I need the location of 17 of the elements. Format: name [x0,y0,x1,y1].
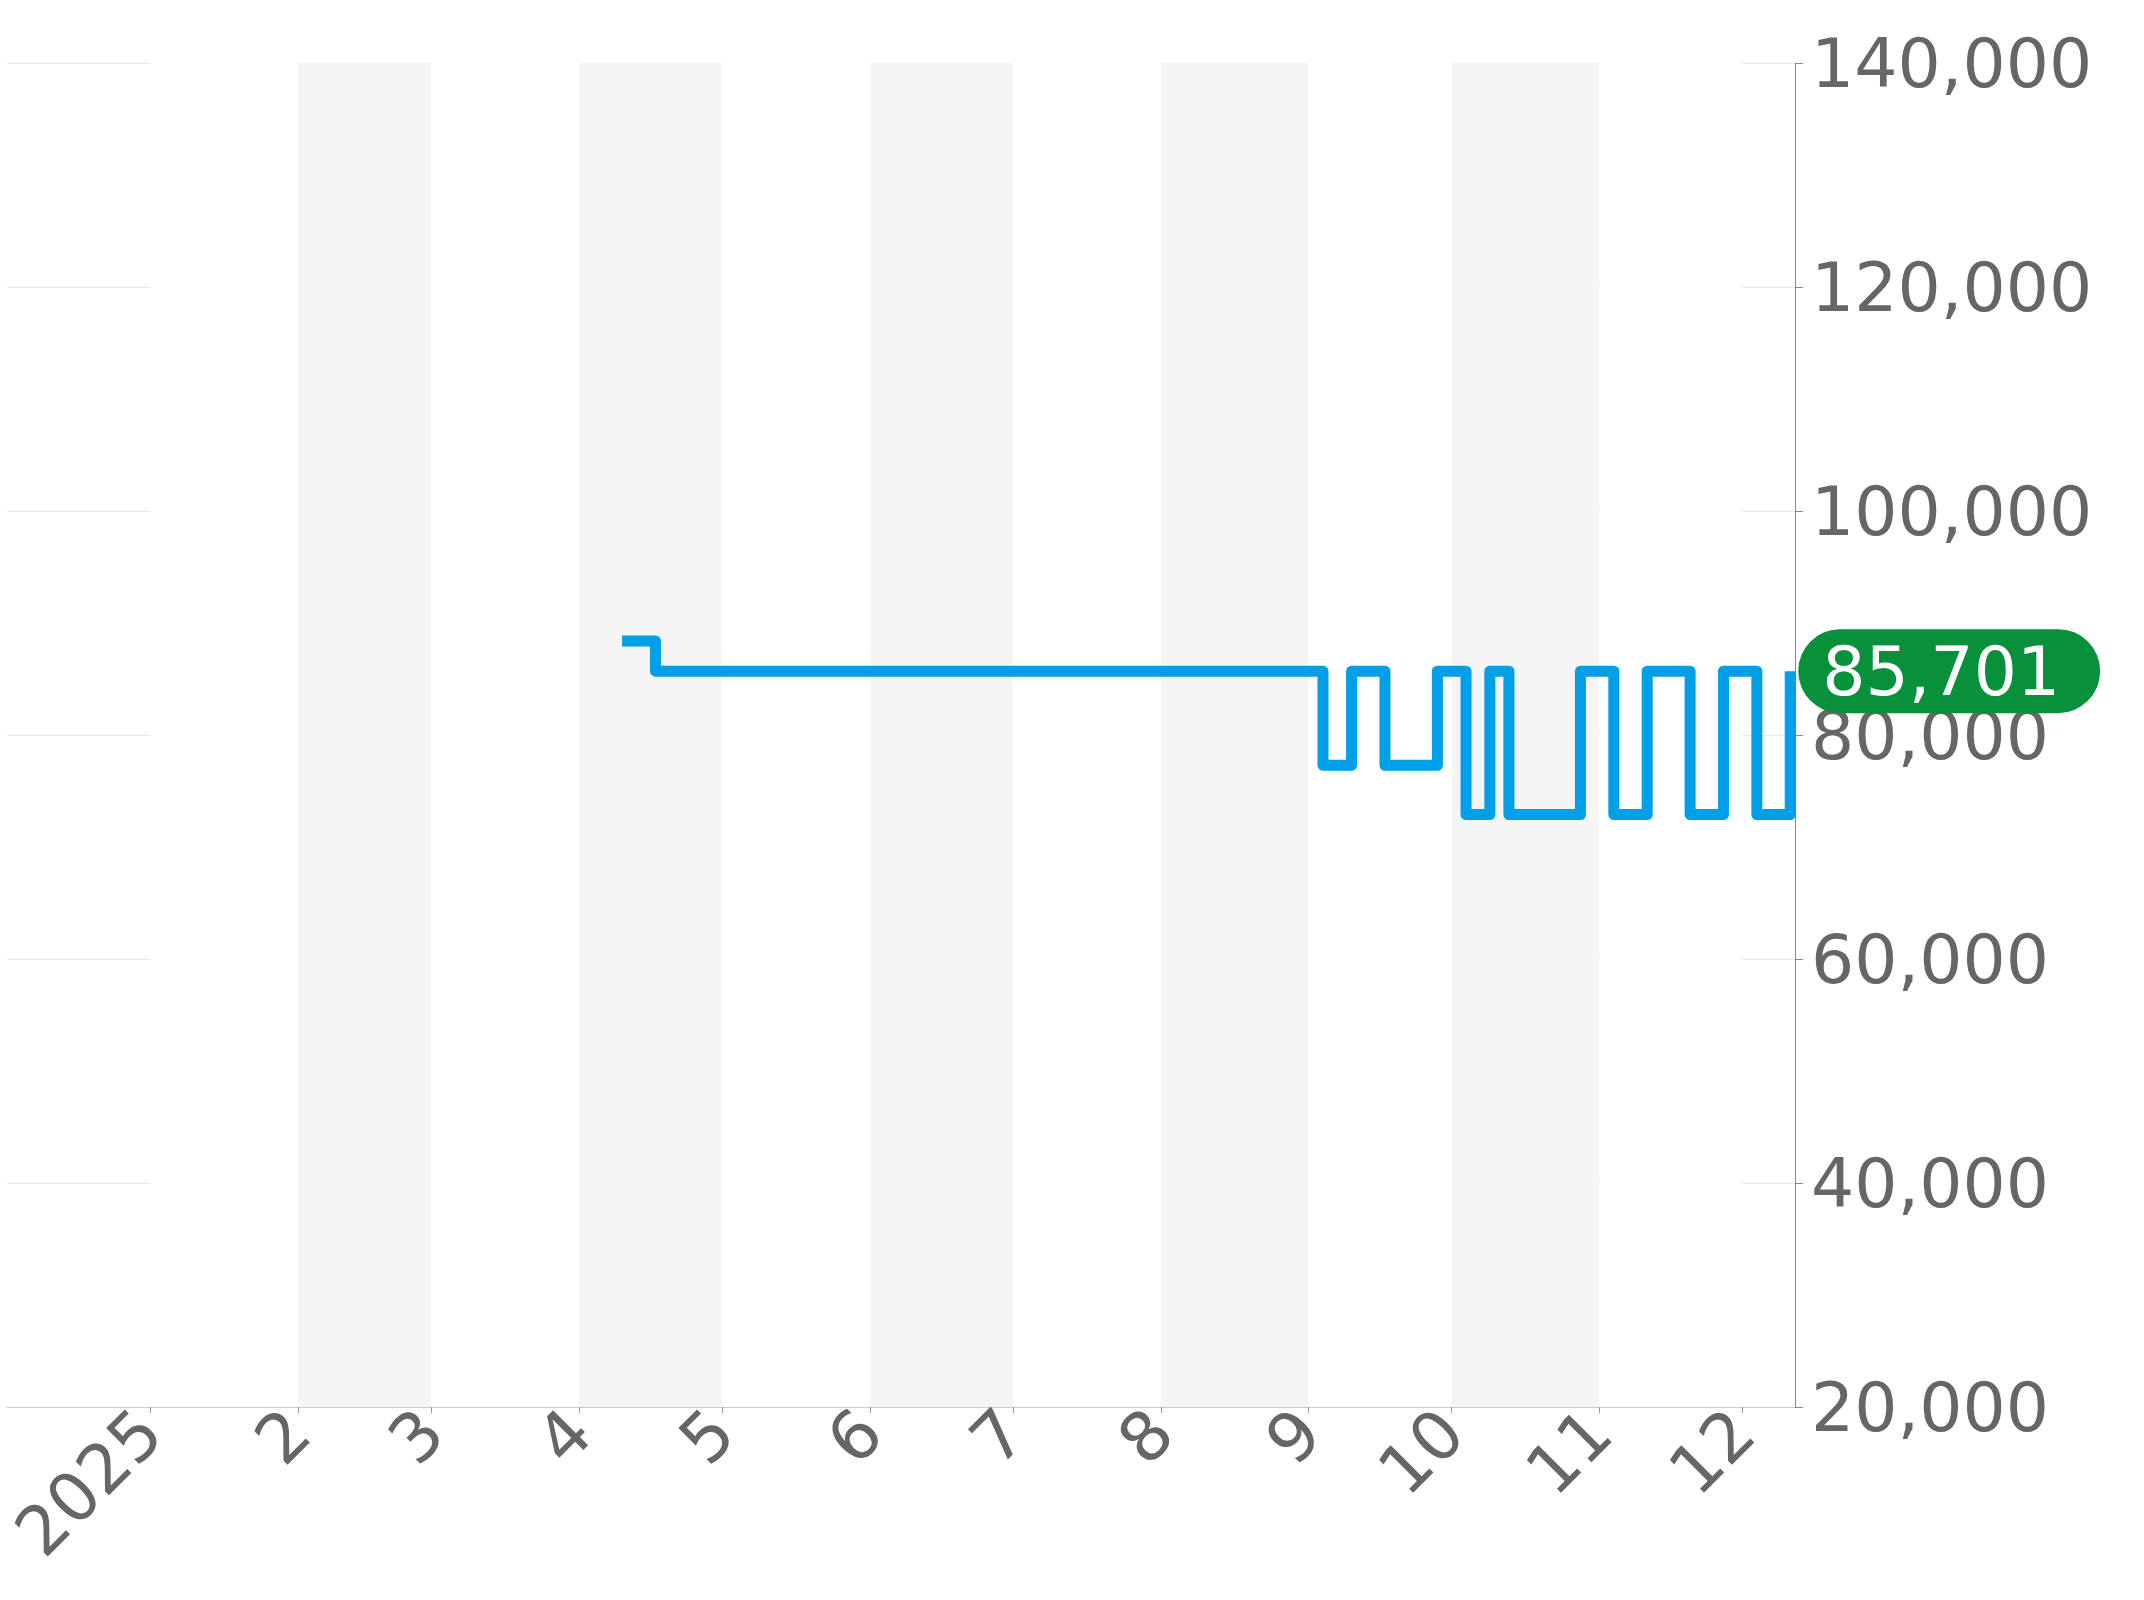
y-tick-label: 140,000 [1811,23,2093,103]
x-tick-label: 11 [1510,1393,1628,1511]
x-tick-label: 12 [1653,1393,1771,1511]
y-tick-label: 60,000 [1811,919,2049,999]
y-tick-label: 40,000 [1811,1143,2049,1223]
y-tick-label: 120,000 [1811,247,2093,327]
y-tick-label: 100,000 [1811,471,2093,551]
x-tick-label: 10 [1362,1393,1480,1511]
x-tick-label: 6 [811,1393,898,1480]
x-tick-label: 8 [1102,1393,1189,1480]
x-tick-label: 2 [239,1393,326,1480]
x-tick-label: 4 [520,1393,608,1480]
x-tick-label: 9 [1250,1393,1337,1480]
y-tick-label: 20,000 [1811,1367,2049,1447]
x-tick-label: 3 [372,1393,460,1480]
x-tick-label: 7 [954,1393,1041,1480]
x-tick-label: 5 [663,1393,751,1480]
